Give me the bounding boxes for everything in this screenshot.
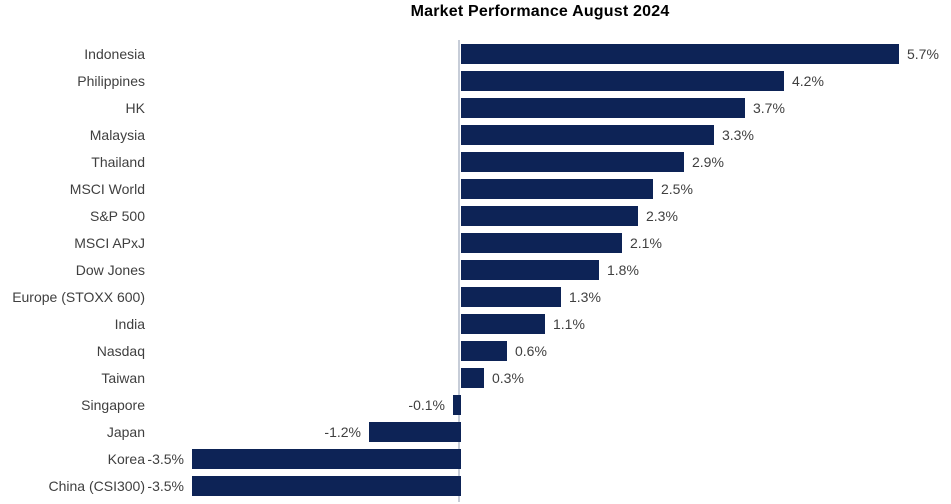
value-label: 2.3% — [646, 208, 678, 224]
value-label: 3.3% — [722, 127, 754, 143]
bar — [369, 422, 461, 442]
value-label: 2.9% — [692, 154, 724, 170]
bar — [192, 449, 461, 469]
bar — [453, 395, 461, 415]
category-label: MSCI World — [69, 181, 145, 197]
chart-title: Market Performance August 2024 — [410, 3, 670, 20]
value-label: 5.7% — [907, 46, 939, 62]
value-label: 1.3% — [569, 289, 601, 305]
bar — [461, 314, 545, 334]
bar — [461, 71, 784, 91]
value-label: 1.8% — [607, 262, 639, 278]
value-label: 0.3% — [492, 370, 524, 386]
category-label: Japan — [106, 424, 145, 440]
category-label: Singapore — [81, 397, 145, 413]
value-label: -1.2% — [324, 424, 361, 440]
bar — [461, 260, 599, 280]
bar — [461, 341, 507, 361]
bar — [461, 44, 899, 64]
bar — [461, 125, 714, 145]
category-label: Taiwan — [101, 370, 145, 386]
bar — [461, 98, 745, 118]
category-label: Nasdaq — [96, 343, 145, 359]
category-label: S&P 500 — [89, 208, 145, 224]
value-label: -3.5% — [147, 451, 184, 467]
category-label: Dow Jones — [75, 262, 145, 278]
value-label: 0.6% — [515, 343, 547, 359]
category-label: India — [114, 316, 145, 332]
category-label: Europe (STOXX 600) — [12, 289, 145, 305]
bar — [461, 287, 561, 307]
category-label: Indonesia — [84, 46, 145, 62]
bar — [461, 206, 638, 226]
value-label: -3.5% — [147, 478, 184, 494]
bar — [461, 368, 484, 388]
category-label: Philippines — [77, 73, 145, 89]
category-label: China (CSI300) — [48, 478, 146, 494]
category-label: Korea — [107, 451, 145, 467]
bar — [461, 233, 622, 253]
category-label: MSCI APxJ — [74, 235, 145, 251]
bar — [461, 152, 684, 172]
category-label: Malaysia — [89, 127, 145, 143]
value-label: 1.1% — [553, 316, 585, 332]
bar — [461, 179, 653, 199]
value-label: -0.1% — [408, 397, 445, 413]
value-label: 2.1% — [630, 235, 662, 251]
category-label: Thailand — [91, 154, 145, 170]
bar — [192, 476, 461, 496]
value-label: 4.2% — [792, 73, 824, 89]
value-label: 3.7% — [753, 100, 785, 116]
value-label: 2.5% — [661, 181, 693, 197]
category-label: HK — [125, 100, 145, 116]
zero-axis-line — [458, 40, 460, 502]
